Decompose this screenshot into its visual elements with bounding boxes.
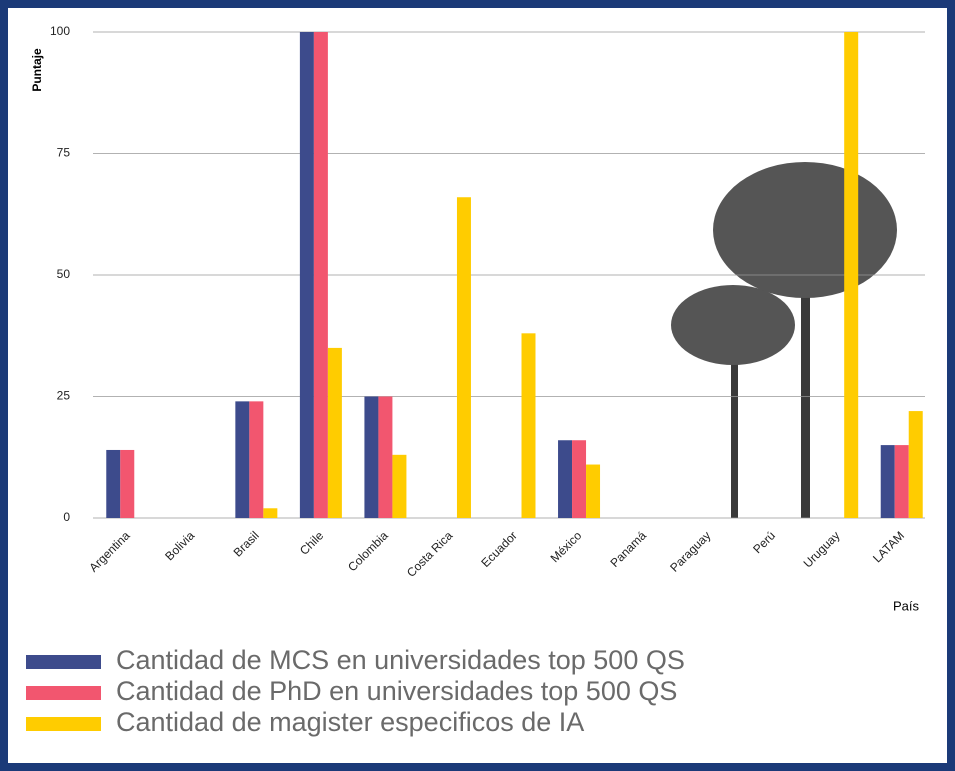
bar [364,396,379,518]
y-axis-label: Puntaje [30,48,44,92]
legend-label: Cantidad de PhD en universidades top 500… [116,676,677,706]
bar [844,32,859,518]
bar [263,508,278,518]
y-tick-label: 50 [57,267,71,281]
x-axis-label: País [893,598,920,613]
bar [378,396,393,518]
y-tick-label: 0 [63,510,70,524]
legend-swatch [26,717,101,731]
panel [8,8,947,763]
legend-label: Cantidad de magister especificos de IA [116,707,584,737]
bar [313,32,328,518]
y-tick-label: 25 [57,389,71,403]
bar [327,347,342,518]
bar [456,197,471,519]
legend-label: Cantidad de MCS en universidades top 500… [116,645,685,675]
bar [880,445,895,518]
bar [558,440,573,518]
legend-swatch [26,655,101,669]
bar [106,449,121,518]
legend-swatch [26,686,101,700]
bar [521,333,536,518]
bar [299,32,314,518]
bar [894,445,909,518]
bar [392,454,407,518]
bar [249,401,264,518]
bar [572,440,587,518]
y-tick-label: 100 [50,24,70,38]
bar [235,401,250,518]
bar [586,464,601,518]
y-tick-label: 75 [57,146,71,160]
bar [908,411,923,518]
bar [120,449,135,518]
